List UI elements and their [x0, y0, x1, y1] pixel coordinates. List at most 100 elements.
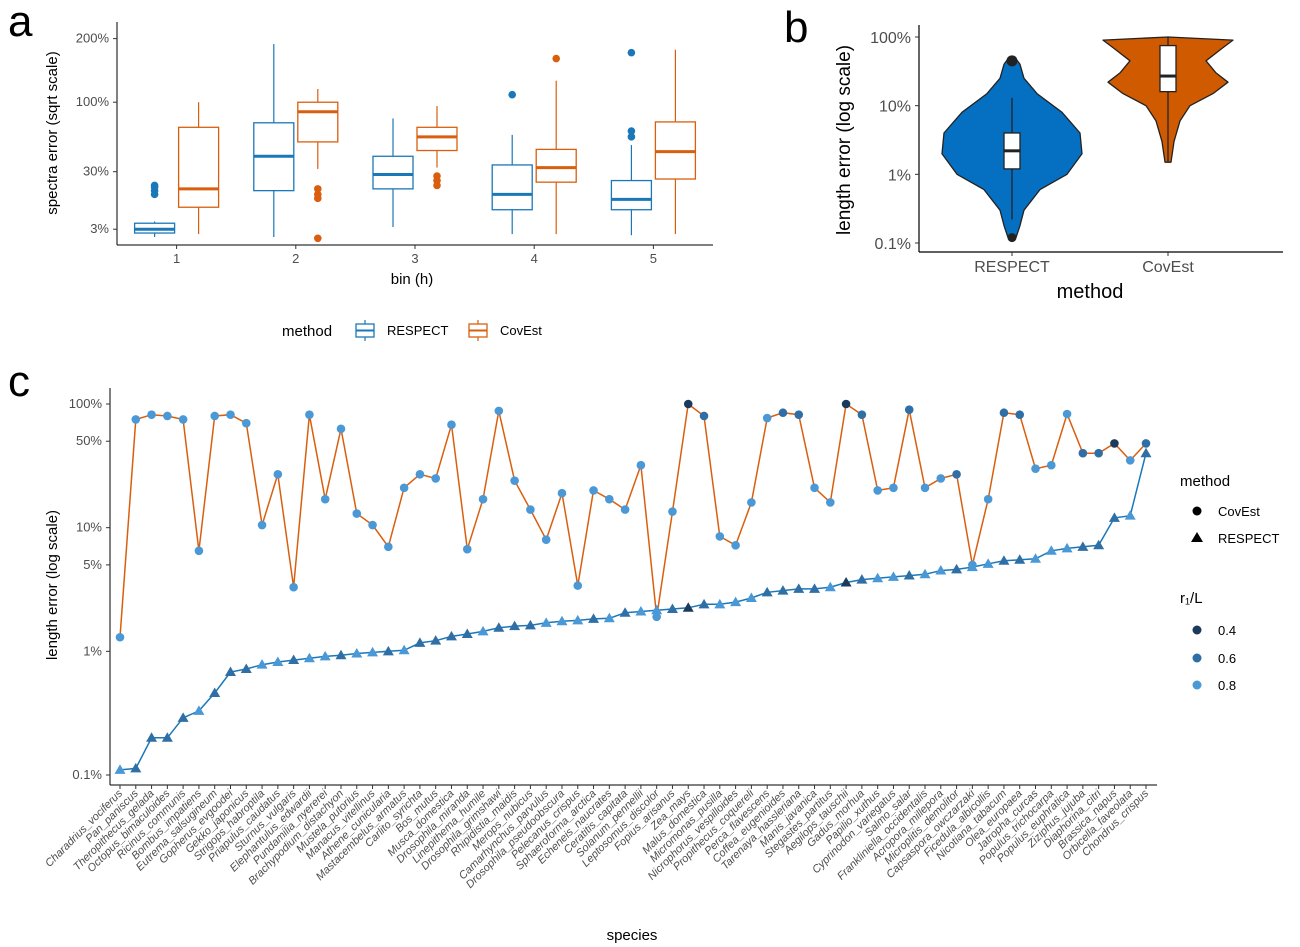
covest-point: [810, 483, 819, 493]
covest-point: [889, 483, 898, 493]
covest-point: [1141, 439, 1151, 448]
legend-c-r-key: [1192, 680, 1202, 690]
panel-a-xtick-label: 1: [173, 251, 180, 266]
box-outlier: [314, 185, 322, 193]
covest-point: [226, 410, 235, 419]
covest-point: [163, 411, 172, 421]
box-respect: [610, 179, 653, 211]
covest-point: [289, 582, 298, 592]
respect-point: [335, 649, 347, 660]
legend-c-r1l-title: r₁/L: [1180, 590, 1203, 607]
covest-point: [352, 509, 362, 518]
panel-c-ytick-label: 0.1%: [72, 767, 102, 782]
respect-point: [130, 762, 142, 773]
respect-point: [540, 617, 552, 627]
box-outlier: [314, 190, 322, 199]
legend-c-r-06: 0.6: [1218, 651, 1236, 666]
respect-point: [856, 574, 868, 584]
respect-point: [635, 605, 647, 616]
covest-point: [826, 498, 835, 507]
covest-point: [431, 474, 440, 483]
panel-a-legend: method RESPECT CovEst: [282, 320, 542, 341]
covest-point: [541, 535, 551, 544]
panel-a-ylabel: spectra error (sqrt scale): [44, 51, 61, 214]
covest-point: [778, 408, 788, 418]
covest-point: [589, 486, 598, 495]
respect-point: [572, 614, 584, 625]
respect-point: [666, 603, 678, 613]
panel-c-ytick-label: 100%: [69, 396, 103, 411]
covest-point: [147, 410, 156, 419]
respect-point: [382, 645, 394, 656]
covest-point: [936, 474, 946, 483]
respect-point: [651, 604, 663, 615]
covest-point: [683, 399, 693, 409]
box-outlier: [508, 90, 516, 99]
covest-point: [210, 411, 220, 421]
legend-c-r-key: [1192, 653, 1202, 663]
respect-point: [588, 613, 600, 623]
respect-point: [603, 612, 615, 623]
covest-point: [557, 488, 567, 498]
box-outlier: [627, 127, 636, 135]
respect-point: [935, 565, 947, 575]
box-covest: [297, 101, 339, 143]
covest-point: [273, 470, 283, 479]
respect-point: [1030, 553, 1042, 563]
violin-outlier: [1007, 233, 1017, 243]
panel-c-ytick-label: 5%: [83, 557, 102, 572]
respect-point: [445, 630, 457, 641]
box-outlier: [314, 234, 322, 243]
covest-point: [1015, 410, 1025, 419]
respect-point: [224, 666, 236, 677]
covest-point: [620, 505, 630, 514]
respect-point: [682, 602, 694, 612]
panel-b-ytick-label: 0.1%: [875, 236, 911, 253]
covest-point: [904, 405, 914, 414]
respect-point: [872, 572, 884, 583]
legend-c-method-title: method: [1180, 473, 1230, 490]
respect-point: [998, 555, 1010, 565]
covest-point: [399, 483, 409, 493]
respect-point: [398, 644, 410, 655]
covest-point: [368, 520, 377, 530]
respect-point: [477, 625, 489, 636]
respect-point: [524, 619, 536, 630]
panel-c-ytick-label: 50%: [76, 433, 102, 448]
covest-point: [194, 546, 204, 556]
covest-point: [1110, 439, 1119, 448]
panel-a-xlabel: bin (h): [391, 271, 434, 288]
respect-point: [1077, 541, 1089, 551]
violin-box: [1159, 44, 1177, 93]
legend-a-title: method: [282, 323, 332, 340]
panel-b-xtick-label: CovEst: [1142, 259, 1194, 276]
covest-point: [762, 413, 772, 423]
respect-point: [919, 568, 931, 579]
covest-point: [952, 470, 961, 479]
legend-c-r-08: 0.8: [1218, 678, 1236, 693]
panel-c-legend: method CovEst RESPECT r₁/L 0.4 0.6 0.8: [1180, 473, 1279, 693]
respect-point: [619, 607, 631, 617]
respect-point: [809, 583, 821, 593]
covest-point: [241, 418, 251, 428]
panel-a-xtick-label: 2: [292, 251, 299, 266]
panel-b-ylabel: length error (log scale): [834, 45, 855, 235]
panel-a-boxplot: 3% 30% 100% 200% 1 2 3 4 5: [76, 22, 713, 266]
box-outlier: [627, 48, 636, 57]
box-outlier: [627, 133, 636, 141]
respect-point: [1014, 554, 1026, 564]
respect-point: [698, 598, 710, 609]
covest-point: [652, 612, 661, 622]
legend-c-respect-key: [1191, 532, 1203, 542]
panel-b-ytick-label: 1%: [888, 167, 911, 184]
respect-point: [114, 764, 126, 774]
panel-a-ytick-label: 30%: [83, 164, 109, 179]
respect-point: [730, 596, 742, 607]
respect-point: [982, 558, 994, 568]
panel-label-a: a: [8, 0, 33, 46]
panel-a-xtick-label: 3: [411, 251, 418, 266]
covest-point: [999, 408, 1009, 418]
covest-point: [857, 410, 867, 419]
covest-point: [873, 486, 882, 495]
